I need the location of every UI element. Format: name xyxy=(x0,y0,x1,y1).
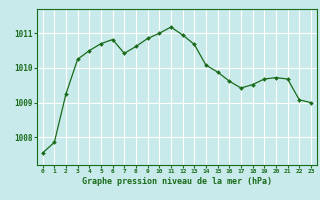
X-axis label: Graphe pression niveau de la mer (hPa): Graphe pression niveau de la mer (hPa) xyxy=(82,177,272,186)
